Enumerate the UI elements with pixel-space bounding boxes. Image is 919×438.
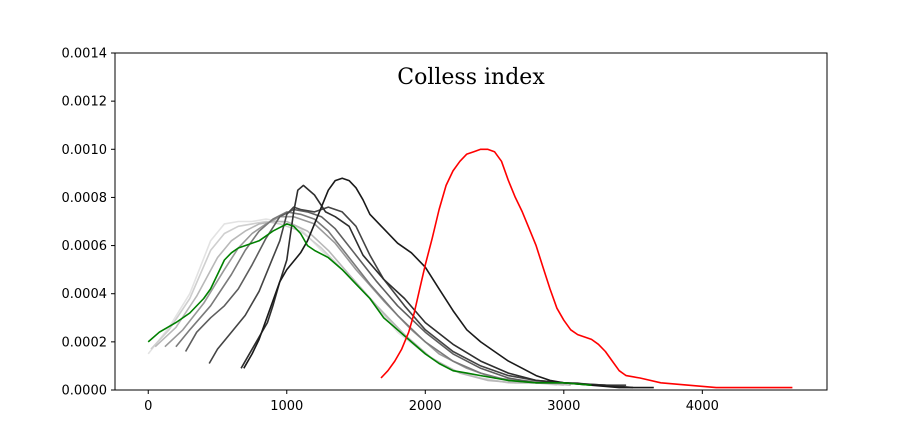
series-line-9 xyxy=(243,177,654,389)
x-tick-label: 0 xyxy=(144,399,152,414)
x-tick-label: 1000 xyxy=(270,399,303,414)
y-tick-label: 0.0008 xyxy=(62,191,108,206)
series-line-11 xyxy=(380,148,793,389)
series-line-5 xyxy=(175,211,599,386)
series-line-7 xyxy=(208,206,627,387)
plot-area xyxy=(114,52,828,391)
y-tick-label: 0.0006 xyxy=(62,239,108,254)
y-tick-label: 0.0000 xyxy=(62,384,108,399)
series-line-10 xyxy=(147,223,592,386)
x-tick-label: 2000 xyxy=(409,399,442,414)
series-line-6 xyxy=(184,208,606,386)
series-line-8 xyxy=(240,184,634,389)
y-tick-label: 0.0012 xyxy=(62,95,108,110)
axis-layer: 0 1000 2000 3000 4000 0.0000 0.0002 0.0004 0.000… xyxy=(62,47,719,415)
series-layer xyxy=(147,148,793,389)
y-tick-label: 0.0002 xyxy=(62,335,108,350)
series-line-3 xyxy=(154,220,571,386)
y-tick-label: 0.0014 xyxy=(62,47,108,62)
y-tick-label: 0.0004 xyxy=(62,287,108,302)
x-tick-label: 3000 xyxy=(547,399,580,414)
x-tick-label: 4000 xyxy=(686,399,719,414)
y-tick-label: 0.0010 xyxy=(62,143,108,158)
chart-title: Colless index xyxy=(397,65,545,90)
